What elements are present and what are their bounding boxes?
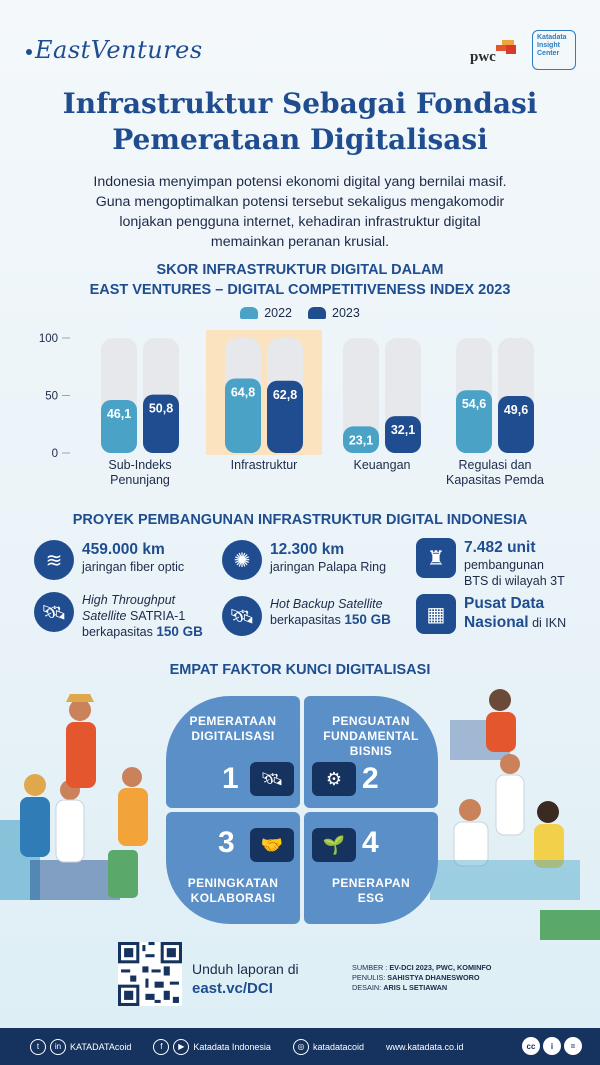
plant-icon: 🌱 [312, 828, 356, 862]
data-label: 49,6 [504, 403, 528, 417]
projects-section-title: PROYEK PEMBANGUNAN INFRASTRUKTUR DIGITAL… [72, 512, 528, 528]
footer-handle-twitter[interactable]: KATADATAcoid [70, 1041, 132, 1052]
bar-2023 [267, 380, 303, 453]
project-fiber: ≋ 459.000 km jaringan fiber optic [34, 540, 184, 580]
bar-2022 [101, 399, 137, 453]
chart-legend: 2022 2023 [0, 306, 600, 320]
data-center-icon: ▦ [416, 594, 456, 634]
x-category-label: Regulasi dan [459, 458, 532, 472]
data-label: 32,1 [391, 423, 415, 437]
factor-tile-2: PENGUATAN FUNDAMENTAL BISNIS ⚙ 2 [304, 696, 438, 808]
instagram-icon[interactable]: ◎ [292, 1038, 309, 1055]
factor-tile-3: 3 🤝 PENINGKATAN KOLABORASI [166, 812, 300, 924]
bar-2022 [343, 426, 379, 453]
bar-2023 [385, 416, 421, 453]
project-hot-backup: 🛰 Hot Backup Satellite berkapasitas 150 … [222, 596, 391, 636]
legend-swatch-2023 [308, 307, 326, 319]
data-label: 64,8 [231, 385, 255, 399]
x-category-label: Penunjang [110, 473, 170, 487]
footer-website[interactable]: www.katadata.co.id [385, 1041, 464, 1052]
highlight-band [206, 330, 322, 455]
x-category-label: Kapasitas Pemda [446, 473, 544, 487]
chart-section-title: SKOR INFRASTRUKTUR DIGITAL DALAM EAST VE… [89, 262, 511, 298]
y-tick-label: 100 [39, 333, 58, 345]
network-ring-icon: ✺ [222, 540, 262, 580]
twitter-icon[interactable]: t [30, 1038, 46, 1055]
footer-bar: t in KATADATAcoid f ▶ Katadata Indonesia… [0, 1028, 600, 1065]
satellite-icon: 🛰 [250, 762, 294, 796]
legend-item-2022: 2022 [240, 306, 292, 320]
bar-track [343, 338, 379, 453]
satellite-icon: 🛰 [34, 592, 74, 632]
intro-paragraph: Indonesia menyimpan potensi ekonomi digi… [93, 174, 507, 250]
bar-2023 [498, 395, 534, 453]
x-category-label: Keuangan [353, 458, 410, 472]
data-label: 23,1 [349, 433, 373, 447]
handshake-icon: 🤝 [250, 828, 294, 862]
legend-item-2023: 2023 [308, 306, 360, 320]
people-illustration [0, 689, 600, 940]
project-satria: 🛰 High Throughput Satellite SATRIA-1 ber… [34, 592, 203, 640]
download-note: Unduh laporan di east.vc/DCI [192, 961, 299, 997]
page-title: Infrastruktur Sebagai Fondasi Pemerataan… [62, 87, 538, 156]
x-category-label: Infrastruktur [231, 458, 298, 472]
bar-2023 [143, 394, 179, 453]
y-tick-label: 0 [52, 448, 58, 460]
report-link[interactable]: east.vc/DCI [192, 980, 273, 997]
data-label: 50,8 [149, 402, 173, 416]
project-palapa: ✺ 12.300 km jaringan Palapa Ring [222, 540, 386, 580]
east-ventures-logo: EastVentures [26, 36, 203, 64]
pwc-logo: pwc [470, 40, 522, 66]
data-label: 62,8 [273, 388, 297, 402]
data-label: 54,6 [462, 397, 486, 411]
pwc-wordmark: pwc [470, 49, 496, 65]
factor-tile-1: PEMERATAAN DIGITALISASI 1 🛰 [166, 696, 300, 808]
facebook-icon[interactable]: f [153, 1038, 170, 1055]
youtube-icon[interactable]: ▶ [173, 1038, 190, 1055]
backup-satellite-icon: 🛰 [222, 596, 262, 636]
footer-handle-instagram[interactable]: katadatacoid [312, 1041, 364, 1052]
factors-section-title: EMPAT FAKTOR KUNCI DIGITALISASI [169, 662, 431, 678]
linkedin-icon[interactable]: in [50, 1038, 66, 1055]
cc-nd-icon: = [564, 1037, 582, 1055]
data-label: 46,1 [107, 407, 131, 421]
bar-2022 [225, 378, 261, 453]
fiber-optic-icon: ≋ [34, 540, 74, 580]
cc-by-icon: i [543, 1037, 561, 1055]
cc-icon: cc [522, 1037, 540, 1055]
footer-handle-facebook[interactable]: Katadata Indonesia [193, 1041, 271, 1052]
y-tick-label: 50 [45, 391, 58, 403]
x-category-label: Sub-Indeks [108, 458, 171, 472]
katadata-insight-center-logo: Katadata Insight Center [532, 30, 576, 70]
project-data-center: ▦ Pusat Data Nasional di IKN [416, 594, 566, 634]
bar-2022 [456, 390, 492, 453]
project-bts: ♜ 7.482 unit pembangunan BTS di wilayah … [416, 538, 565, 589]
gears-icon: ⚙ [312, 762, 356, 796]
qr-code[interactable] [118, 942, 182, 1006]
creative-commons-icons: cc i = [522, 1037, 582, 1055]
credits: SUMBER : EV-DCI 2023, PWC, KOMINFO PENUL… [352, 963, 492, 992]
factor-tile-4: 🌱 4 PENERAPAN ESG [304, 812, 438, 924]
legend-swatch-2022 [240, 307, 259, 319]
pwc-blocks-icon [492, 40, 518, 54]
bts-tower-icon: ♜ [416, 538, 456, 578]
